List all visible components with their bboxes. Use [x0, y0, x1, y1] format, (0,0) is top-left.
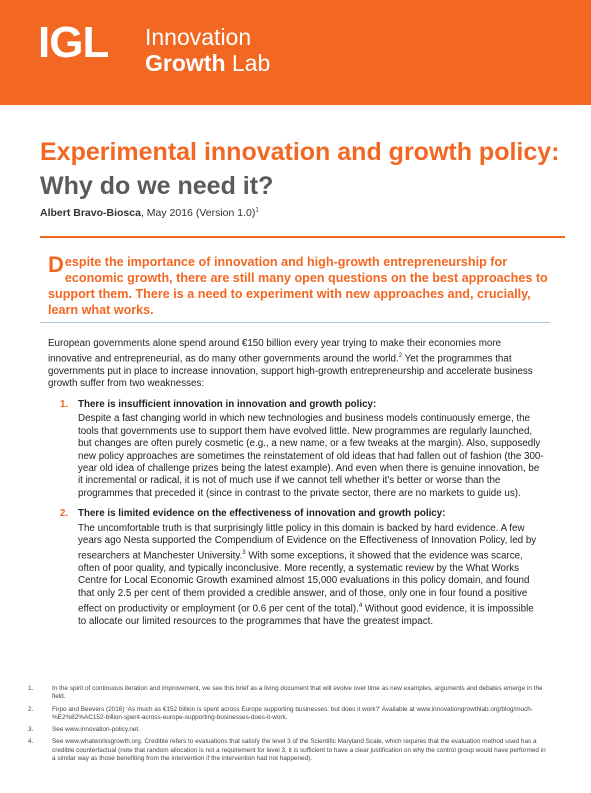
footnotes: 1. In the spirit of continuous iteration …	[28, 685, 548, 767]
text: Yet the programmes that governments put …	[48, 353, 533, 390]
brand-line: Growth Lab	[145, 50, 270, 76]
intro-text: espite the importance of innovation and …	[48, 255, 548, 317]
paragraph: European governments alone spend around …	[48, 338, 544, 391]
footnote: 1. In the spirit of continuous iteration …	[28, 685, 548, 702]
dropcap: D	[48, 252, 64, 277]
text: The uncomfortable truth is that surprisi…	[78, 522, 537, 562]
footnote: 2. Firpo and Beevers (2016) ‘As much as €…	[28, 706, 548, 723]
footnote-text: See www.innovation-policy.net.	[52, 726, 140, 734]
rule	[40, 236, 565, 238]
author: Albert Bravo-Biosca	[40, 207, 141, 219]
title: Experimental innovation and growth polic…	[40, 135, 560, 203]
footnote-number: 4.	[28, 738, 34, 746]
logo: IGL	[38, 18, 109, 67]
title-part: Experimental innovation and growth polic…	[40, 138, 560, 166]
list-item: 2. There is limited evidence on the effe…	[48, 508, 544, 628]
brand-rest: Lab	[231, 50, 271, 76]
footnote-number: 1.	[28, 685, 34, 692]
footnote: 4. See www.whatworksgrowth.org. Credible …	[28, 738, 548, 763]
footnote-text: See www.whatworksgrowth.org. Credible re…	[52, 738, 546, 763]
rule	[40, 322, 550, 323]
footnote-text: Firpo and Beevers (2016) ‘As much as €15…	[52, 705, 533, 721]
list-heading: There is insufficient innovation in inno…	[78, 398, 377, 410]
note-ref: 2	[398, 353, 403, 360]
header: IGL Innovation Growth Lab	[0, 0, 591, 105]
list-item: 1. There is insufficient innovation in i…	[48, 399, 544, 500]
body: European governments alone spend around …	[48, 338, 544, 636]
text: With some exceptions, it showed that the…	[78, 550, 530, 615]
brand-bold: Growth	[145, 50, 226, 76]
note-ref: 3	[242, 550, 246, 557]
footnote-number: 2.	[28, 705, 34, 713]
text: Without good evidence, it is impossible …	[78, 603, 534, 627]
list-text: The uncomfortable truth is that surprisi…	[78, 523, 544, 629]
list-heading: There is limited evidence on the effecti…	[78, 508, 446, 520]
list-number: 1.	[60, 398, 69, 410]
list-number: 2.	[60, 508, 69, 520]
list-text: Despite a fast changing world in which n…	[78, 413, 544, 499]
byline: Albert Bravo-Biosca, May 2016 (Version 1…	[40, 207, 259, 219]
title-part: Why do we need it?	[40, 172, 274, 200]
note-ref: 4	[358, 603, 363, 610]
footnote-text: In the spirit of continuous iteration an…	[52, 685, 543, 701]
date: , May 2016 (Version 1.0)	[140, 207, 256, 219]
text: European governments alone spend around …	[48, 338, 502, 365]
footnote: 3. See www.innovation-policy.net.	[28, 726, 548, 734]
brand: Innovation Growth Lab	[145, 24, 270, 76]
note-ref: 1	[255, 207, 259, 214]
brand-line: Innovation	[145, 24, 252, 50]
footnote-number: 3.	[28, 726, 34, 734]
